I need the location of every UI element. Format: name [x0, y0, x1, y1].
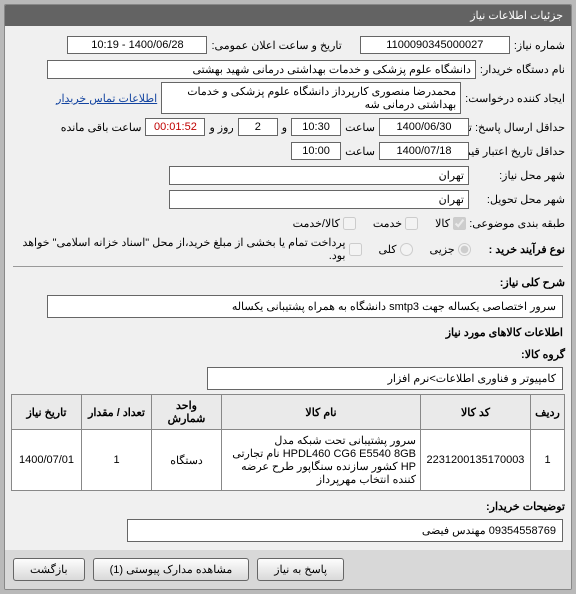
validity-label: حداقل تاریخ اعتبار قیمت: تا تاریخ:	[469, 145, 569, 158]
validity-time: 10:00	[291, 142, 341, 160]
form-body: شماره نیاز: 1100090345000027 تاریخ و ساع…	[5, 26, 571, 550]
reply-button[interactable]: پاسخ به نیاز	[257, 558, 344, 581]
comment-box: 09354558769 مهندس فیضی	[127, 519, 563, 542]
table-row: 1 2231200135170003 سرور پشتیبانی تحت شبک…	[12, 430, 565, 491]
back-button[interactable]: بازگشت	[13, 558, 85, 581]
announce-field: 1400/06/28 - 10:19	[67, 36, 207, 54]
process-label: نوع فرآیند خرید :	[474, 243, 569, 256]
proc-other-text: کلی	[379, 243, 397, 256]
attachments-button[interactable]: مشاهده مدارک پیوستی (1)	[93, 558, 250, 581]
deadline-date: 1400/06/30	[379, 118, 469, 136]
creator-label: ایجاد کننده درخواست:	[461, 92, 569, 105]
proc-note-check	[349, 243, 362, 256]
proc-partial-radio	[458, 243, 471, 256]
goods-table: ردیف کد کالا نام کالا واحد شمارش تعداد /…	[11, 394, 565, 491]
details-panel: جزئیات اطلاعات نیاز شماره نیاز: 11000903…	[4, 4, 572, 590]
day-unit-label: روز و	[205, 121, 237, 134]
buyer-label: نام دستگاه خریدار:	[476, 63, 569, 76]
buyer-field: دانشگاه علوم پزشکی و خدمات بهداشتی درمان…	[47, 60, 476, 79]
cell-unit: دستگاه	[152, 430, 222, 491]
deadline-label: حداقل ارسال پاسخ: تا تاریخ:	[469, 121, 569, 134]
remain-label: ساعت باقی مانده	[57, 121, 146, 134]
proc-partial-wrap: جزیی	[430, 243, 474, 256]
group-label: گروه کالا:	[517, 348, 569, 361]
proc-note-text: پرداخت تمام یا بخشی از مبلغ خرید،از محل …	[21, 236, 346, 262]
cat-service-check	[405, 217, 418, 230]
time-label-1: ساعت	[341, 121, 379, 134]
proc-other-radio	[400, 243, 413, 256]
goods-section-title: اطلاعات کالاهای مورد نیاز	[7, 320, 569, 341]
cell-qty: 1	[82, 430, 152, 491]
th-unit: واحد شمارش	[152, 395, 222, 430]
cat-goods-check	[453, 217, 466, 230]
th-row: ردیف	[531, 395, 565, 430]
th-date: تاریخ نیاز	[12, 395, 82, 430]
panel-title: جزئیات اطلاعات نیاز	[5, 5, 571, 26]
contact-link[interactable]: اطلاعات تماس خریدار	[56, 92, 161, 105]
cell-date: 1400/07/01	[12, 430, 82, 491]
need-no-label: شماره نیاز:	[510, 39, 569, 52]
and-label: و	[278, 121, 291, 134]
th-qty: تعداد / مقدار	[82, 395, 152, 430]
cat-goods-text: کالا	[435, 217, 450, 230]
proc-note-wrap: پرداخت تمام یا بخشی از مبلغ خرید،از محل …	[21, 236, 365, 262]
th-code: کد کالا	[421, 395, 531, 430]
validity-date: 1400/07/18	[379, 142, 469, 160]
cat-both-check	[343, 217, 356, 230]
cat-both-wrap: کالا/خدمت	[293, 217, 359, 230]
group-box: کامپیوتر و فناوری اطلاعات>نرم افزار	[207, 367, 563, 390]
cat-service-wrap: خدمت	[373, 217, 421, 230]
creator-field: محمدرضا منصوری کارپرداز دانشگاه علوم پزش…	[161, 82, 461, 114]
cat-goods-wrap: کالا	[435, 217, 469, 230]
th-name: نام کالا	[222, 395, 421, 430]
countdown-field: 00:01:52	[145, 118, 205, 136]
overall-title-label: شرح کلی نیاز:	[496, 276, 569, 289]
category-label: طبقه بندی موضوعی:	[469, 217, 569, 230]
proc-partial-text: جزیی	[430, 243, 455, 256]
announce-label: تاریخ و ساعت اعلان عمومی:	[207, 39, 345, 52]
deliver-city-field: تهران	[169, 190, 469, 209]
need-no-field: 1100090345000027	[360, 36, 510, 54]
overall-title-box: سرور اختصاصی یکساله جهت smtp3 دانشگاه به…	[47, 295, 563, 318]
cat-both-text: کالا/خدمت	[293, 217, 340, 230]
button-row: پاسخ به نیاز مشاهده مدارک پیوستی (1) باز…	[5, 550, 571, 589]
cell-row: 1	[531, 430, 565, 491]
comment-label: توضیحات خریدار:	[482, 500, 569, 513]
cell-name: سرور پشتیبانی تحت شبکه مدل HPDL460 CG6 E…	[222, 430, 421, 491]
cat-service-text: خدمت	[373, 217, 402, 230]
cell-code: 2231200135170003	[421, 430, 531, 491]
need-city-label: شهر محل نیاز:	[469, 169, 569, 182]
need-city-field: تهران	[169, 166, 469, 185]
time-label-2: ساعت	[341, 145, 379, 158]
proc-other-wrap: کلی	[379, 243, 416, 256]
deliver-city-label: شهر محل تحویل:	[469, 193, 569, 206]
days-field: 2	[238, 118, 278, 136]
deadline-time: 10:30	[291, 118, 341, 136]
